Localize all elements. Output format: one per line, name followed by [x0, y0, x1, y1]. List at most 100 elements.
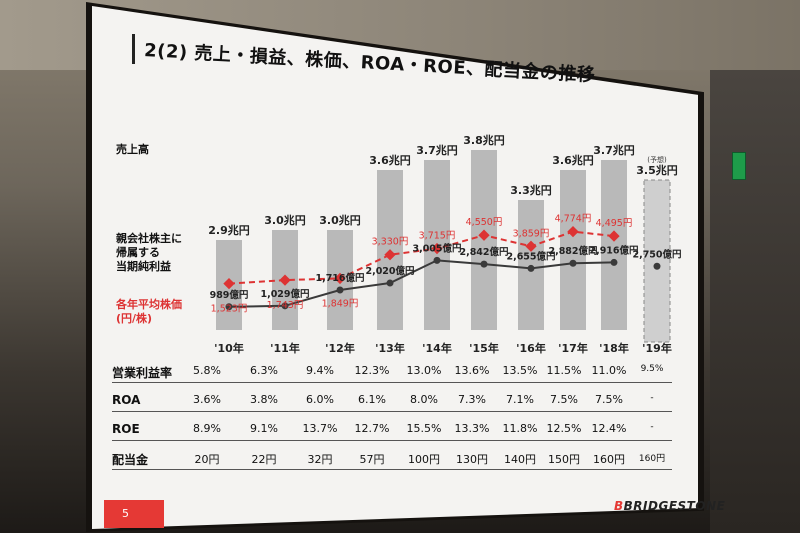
year-label: '15年 — [469, 341, 499, 355]
table-cell: - — [650, 393, 654, 403]
table-divider — [112, 469, 672, 470]
table-cell: 160円 — [593, 453, 625, 466]
stock-price-value: 3,715円 — [419, 231, 456, 242]
net-income-value: 2,842億円 — [459, 246, 508, 258]
net-income-point — [610, 258, 618, 266]
stock-price-value: 1,743円 — [267, 300, 304, 311]
net-income-point — [527, 264, 535, 272]
revenue-value: 3.6兆円 — [369, 153, 411, 167]
revenue-bar — [601, 160, 627, 330]
year-label: '17年 — [558, 341, 588, 355]
table-cell: 9.5% — [640, 364, 664, 374]
table-row: ROA 3.6% 3.8% 6.0% 6.1% 8.0% 7.3% 7.1% 7.5% 7.5% - — [112, 389, 692, 413]
net-income-value: 1,716億円 — [315, 272, 364, 284]
table-cell: 13.3% — [454, 422, 490, 435]
table-cell: 9.1% — [250, 422, 278, 435]
table-cell: 57円 — [359, 453, 385, 466]
table-cell: 6.3% — [250, 364, 278, 377]
table-cell: 11.8% — [502, 422, 538, 435]
stock-price-value: 1,523円 — [211, 304, 248, 315]
table-cell: 20円 — [194, 453, 220, 466]
net-income-label-line-1: 親会社株主に — [116, 232, 182, 245]
net-income-value: 2,020億円 — [365, 265, 414, 277]
page-tab — [104, 500, 164, 528]
table-cell: 6.0% — [306, 393, 334, 406]
net-income-point — [225, 303, 233, 311]
table-cell: 13.7% — [302, 422, 338, 435]
stock-price-label-line-1: 各年平均株価 — [116, 298, 182, 311]
exit-sign — [732, 152, 746, 180]
bridgestone-logo: BBRIDGESTONE — [614, 499, 725, 513]
table-cell: 6.1% — [358, 393, 386, 406]
net-income-value: 2,655億円 — [506, 250, 555, 262]
stock-price-value: 4,774円 — [555, 214, 592, 225]
table-row-label: 配当金 — [112, 453, 149, 467]
stock-price-point — [525, 240, 537, 252]
stock-price-value: 4,495円 — [596, 218, 633, 229]
table-cell: 13.0% — [406, 364, 442, 377]
stock-price-point — [384, 249, 396, 261]
year-label: '18年 — [599, 341, 629, 355]
table-cell: 12.3% — [354, 364, 390, 377]
revenue-value: 3.0兆円 — [319, 213, 361, 227]
revenue-value: 3.3兆円 — [510, 183, 552, 197]
net-income-point — [653, 262, 661, 270]
revenue-value: 3.7兆円 — [593, 143, 635, 157]
table-cell: 5.8% — [193, 364, 221, 377]
net-income-point — [281, 302, 289, 310]
net-income-label: 親会社株主に 帰属する 当期純利益 — [116, 232, 182, 274]
table-cell: 11.5% — [546, 364, 582, 377]
net-income-point — [569, 259, 577, 267]
table-cell: 140円 — [504, 453, 536, 466]
stock-price-point — [608, 230, 620, 242]
revenue-bar — [643, 179, 671, 343]
table-row: 営業利益率 5.8% 6.3% 9.4% 12.3% 13.0% 13.6% 13.5% 11.… — [112, 360, 692, 384]
brand-name: BRIDGESTONE — [623, 499, 726, 513]
year-label: '10年 — [214, 341, 244, 355]
table-cell: 3.8% — [250, 393, 278, 406]
net-income-value: 989億円 — [210, 289, 249, 301]
table-row-label: ROA — [112, 393, 141, 407]
table-cell: 7.5% — [550, 393, 578, 406]
net-income-value: 3,005億円 — [412, 242, 461, 254]
stock-price-point — [478, 229, 490, 241]
year-label: '13年 — [375, 341, 405, 355]
table-cell: 22円 — [251, 453, 277, 466]
table-cell: 8.0% — [410, 393, 438, 406]
table-cell: 7.3% — [458, 393, 486, 406]
table-cell: 12.7% — [354, 422, 390, 435]
revenue-label: 売上高 — [116, 143, 149, 156]
table-divider — [112, 440, 672, 441]
stock-price-value: 3,330円 — [372, 237, 409, 248]
net-income-point — [433, 256, 441, 264]
net-income-value: 1,029億円 — [260, 288, 309, 300]
table-cell: 12.4% — [591, 422, 627, 435]
table-cell: 130円 — [456, 453, 488, 466]
revenue-value: 3.0兆円 — [264, 213, 306, 227]
right-wall — [710, 70, 800, 533]
table-cell: 3.6% — [193, 393, 221, 406]
stock-price-point — [334, 272, 346, 285]
table-cell: 11.0% — [591, 364, 627, 377]
stock-price-point — [223, 277, 235, 290]
stock-price-value: 3,859円 — [513, 228, 550, 239]
stock-price-point — [431, 242, 443, 255]
table-cell: 15.5% — [406, 422, 442, 435]
year-label: '12年 — [325, 341, 355, 355]
stock-price-value: 4,550円 — [466, 217, 503, 228]
net-income-value: 2,750億円 — [632, 248, 681, 260]
revenue-value: 3.8兆円 — [463, 133, 505, 147]
table-row-label: 営業利益率 — [112, 366, 173, 380]
year-label: '14年 — [422, 341, 452, 355]
table-cell: 160円 — [638, 454, 666, 464]
table-cell: 13.5% — [502, 364, 538, 377]
table-cell: 150円 — [548, 453, 580, 466]
revenue-value: 2.9兆円 — [208, 223, 250, 237]
stock-price-point — [567, 225, 579, 238]
net-income-value: 2,916億円 — [589, 244, 638, 256]
table-cell: 7.5% — [595, 393, 623, 406]
year-label: '11年 — [270, 341, 300, 355]
net-income-point — [480, 260, 488, 268]
table-cell: 7.1% — [506, 393, 534, 406]
revenue-bar — [560, 170, 586, 330]
